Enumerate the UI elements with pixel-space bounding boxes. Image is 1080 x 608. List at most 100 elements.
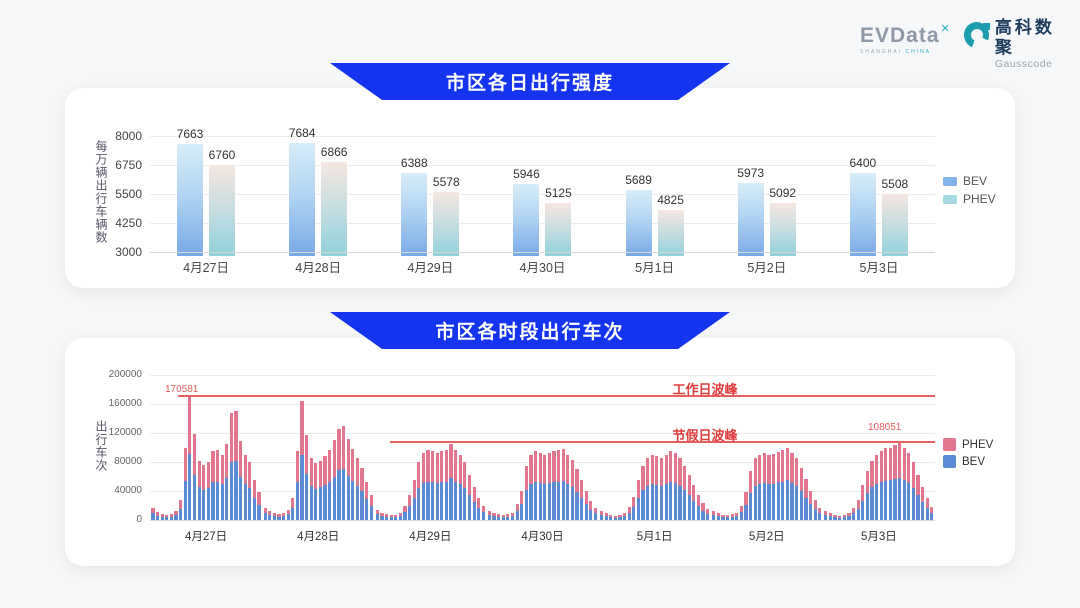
- hour-bar[interactable]: [206, 462, 210, 520]
- hour-bar[interactable]: [295, 451, 300, 520]
- hour-bar[interactable]: [384, 514, 389, 520]
- hour-bar[interactable]: [664, 454, 668, 520]
- hour-bar[interactable]: [220, 454, 224, 520]
- hour-bar[interactable]: [552, 451, 556, 520]
- hour-bar[interactable]: [300, 401, 304, 520]
- hour-bar[interactable]: [623, 513, 627, 520]
- hour-bar[interactable]: [481, 505, 485, 520]
- hour-bar[interactable]: [916, 475, 920, 520]
- hour-bar[interactable]: [762, 453, 767, 520]
- hour-bar[interactable]: [865, 470, 869, 520]
- hour-bar[interactable]: [272, 513, 276, 520]
- hour-bar[interactable]: [561, 448, 565, 520]
- hour-bar[interactable]: [449, 443, 453, 520]
- hour-bar[interactable]: [229, 412, 233, 520]
- hour-bar[interactable]: [243, 455, 247, 520]
- hour-bar[interactable]: [678, 458, 682, 520]
- hour-bar[interactable]: [543, 454, 547, 520]
- hour-bar[interactable]: [407, 494, 412, 520]
- hour-bar[interactable]: [263, 508, 267, 520]
- hour-bar[interactable]: [575, 469, 579, 520]
- hour-bar[interactable]: [454, 450, 458, 520]
- hour-bar[interactable]: [403, 505, 407, 520]
- hour-bar[interactable]: [641, 465, 645, 520]
- hour-bar[interactable]: [804, 479, 808, 520]
- hour-bar[interactable]: [758, 454, 762, 520]
- hour-bar[interactable]: [472, 487, 476, 520]
- hour-bar[interactable]: [838, 515, 842, 520]
- hour-bar[interactable]: [435, 452, 439, 520]
- bev-bar[interactable]: [849, 173, 876, 256]
- legend-item-phev[interactable]: PHEV: [943, 438, 993, 451]
- hour-bar[interactable]: [234, 411, 238, 520]
- hour-bar[interactable]: [716, 513, 720, 520]
- legend-item-bev[interactable]: BEV: [943, 455, 993, 468]
- hour-bar[interactable]: [202, 464, 206, 520]
- hour-bar[interactable]: [650, 454, 654, 520]
- hour-bar[interactable]: [627, 506, 631, 520]
- hour-bar[interactable]: [879, 451, 883, 520]
- hour-bar[interactable]: [682, 465, 687, 520]
- hour-bar[interactable]: [458, 454, 462, 520]
- hour-bar[interactable]: [767, 454, 771, 520]
- hour-bar[interactable]: [795, 458, 799, 520]
- phev-bar[interactable]: [321, 162, 348, 256]
- hour-bar[interactable]: [566, 454, 570, 520]
- hour-bar[interactable]: [151, 508, 155, 520]
- hour-bar[interactable]: [179, 499, 183, 520]
- hour-bar[interactable]: [753, 458, 757, 520]
- hour-bar[interactable]: [921, 487, 925, 520]
- hour-bar[interactable]: [355, 457, 359, 520]
- hour-bar[interactable]: [584, 491, 588, 520]
- hour-bar[interactable]: [431, 451, 435, 520]
- hour-bar[interactable]: [749, 470, 753, 520]
- hour-bar[interactable]: [930, 506, 934, 520]
- hour-bar[interactable]: [426, 450, 430, 520]
- hour-bar[interactable]: [861, 485, 865, 520]
- hour-bar[interactable]: [856, 499, 860, 520]
- hour-bar[interactable]: [421, 452, 425, 520]
- hour-bar[interactable]: [369, 495, 373, 520]
- hour-bar[interactable]: [328, 450, 332, 520]
- hour-bar[interactable]: [188, 396, 192, 520]
- hour-bar[interactable]: [808, 491, 813, 520]
- hour-bar[interactable]: [252, 480, 257, 520]
- hour-bar[interactable]: [364, 482, 369, 520]
- bev-bar[interactable]: [625, 189, 652, 256]
- phev-bar[interactable]: [881, 193, 908, 256]
- bev-bar[interactable]: [401, 173, 428, 256]
- hour-bar[interactable]: [323, 456, 327, 520]
- hour-bar[interactable]: [898, 441, 902, 520]
- hour-bar[interactable]: [398, 513, 402, 520]
- hour-bar[interactable]: [160, 514, 164, 520]
- hour-bar[interactable]: [529, 454, 533, 520]
- hour-bar[interactable]: [772, 454, 776, 520]
- hour-bar[interactable]: [248, 462, 252, 520]
- hour-bar[interactable]: [497, 514, 501, 520]
- hour-bar[interactable]: [375, 509, 379, 520]
- hour-bar[interactable]: [725, 514, 730, 520]
- hour-bar[interactable]: [417, 462, 421, 520]
- hour-bar[interactable]: [618, 514, 622, 520]
- hour-bar[interactable]: [183, 447, 187, 520]
- hour-bar[interactable]: [636, 480, 641, 520]
- hour-bar[interactable]: [291, 498, 295, 520]
- hour-bar[interactable]: [282, 513, 286, 520]
- hour-bar[interactable]: [412, 480, 416, 520]
- hour-bar[interactable]: [492, 512, 496, 520]
- hour-bar[interactable]: [888, 447, 892, 520]
- hour-bar[interactable]: [655, 456, 659, 520]
- hour-bar[interactable]: [380, 512, 384, 520]
- hour-bar[interactable]: [520, 491, 524, 520]
- hour-bar[interactable]: [337, 429, 341, 520]
- hour-bar[interactable]: [911, 462, 916, 520]
- hour-bar[interactable]: [305, 435, 309, 520]
- phev-bar[interactable]: [545, 202, 572, 256]
- hour-bar[interactable]: [613, 515, 617, 520]
- hour-bar[interactable]: [309, 458, 313, 520]
- bev-bar[interactable]: [289, 143, 316, 256]
- hour-bar[interactable]: [389, 514, 393, 520]
- hour-bar[interactable]: [902, 447, 906, 520]
- hour-bar[interactable]: [692, 485, 696, 520]
- hour-bar[interactable]: [524, 465, 528, 520]
